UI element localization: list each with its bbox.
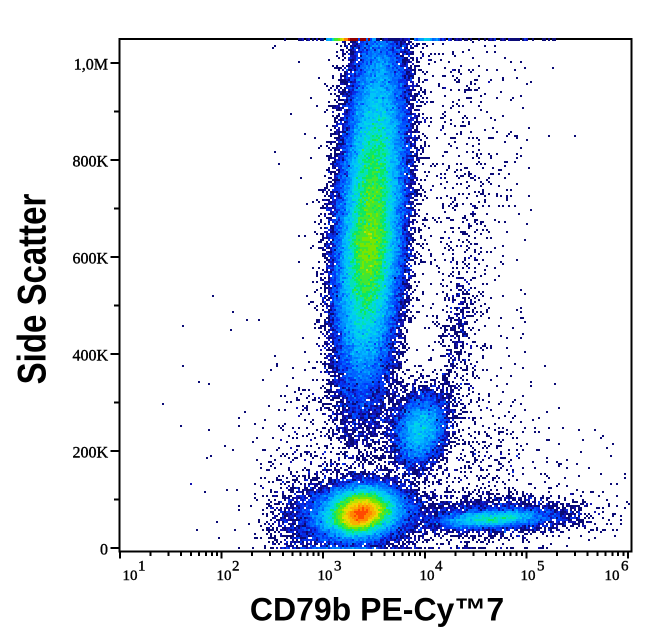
svg-text:600K: 600K — [72, 251, 108, 268]
svg-text:10: 10 — [123, 568, 138, 584]
svg-text:10: 10 — [420, 568, 435, 584]
svg-text:6: 6 — [621, 559, 629, 575]
svg-text:4: 4 — [435, 559, 443, 575]
svg-text:Side Scatter: Side Scatter — [9, 194, 54, 385]
svg-text:400K: 400K — [72, 348, 108, 365]
svg-text:1: 1 — [138, 559, 146, 575]
svg-text:0: 0 — [100, 542, 108, 559]
svg-text:2: 2 — [232, 559, 240, 575]
svg-text:CD79b PE-Cy™7: CD79b PE-Cy™7 — [250, 592, 504, 628]
svg-text:10: 10 — [521, 568, 536, 584]
svg-text:10: 10 — [605, 568, 620, 584]
svg-text:1,0M: 1,0M — [74, 57, 108, 74]
svg-text:200K: 200K — [72, 445, 108, 462]
svg-text:800K: 800K — [72, 154, 108, 171]
svg-text:10: 10 — [217, 568, 232, 584]
svg-text:10: 10 — [318, 568, 333, 584]
svg-text:5: 5 — [537, 559, 545, 575]
svg-text:3: 3 — [334, 559, 342, 575]
